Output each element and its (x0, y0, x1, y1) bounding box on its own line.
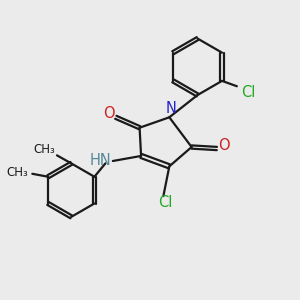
Text: HN: HN (90, 154, 112, 169)
Text: O: O (218, 138, 230, 153)
Text: Cl: Cl (158, 195, 172, 210)
Text: O: O (103, 106, 115, 121)
Text: CH₃: CH₃ (33, 143, 55, 156)
Text: Cl: Cl (242, 85, 256, 100)
Text: N: N (165, 101, 176, 116)
Text: CH₃: CH₃ (7, 166, 28, 179)
